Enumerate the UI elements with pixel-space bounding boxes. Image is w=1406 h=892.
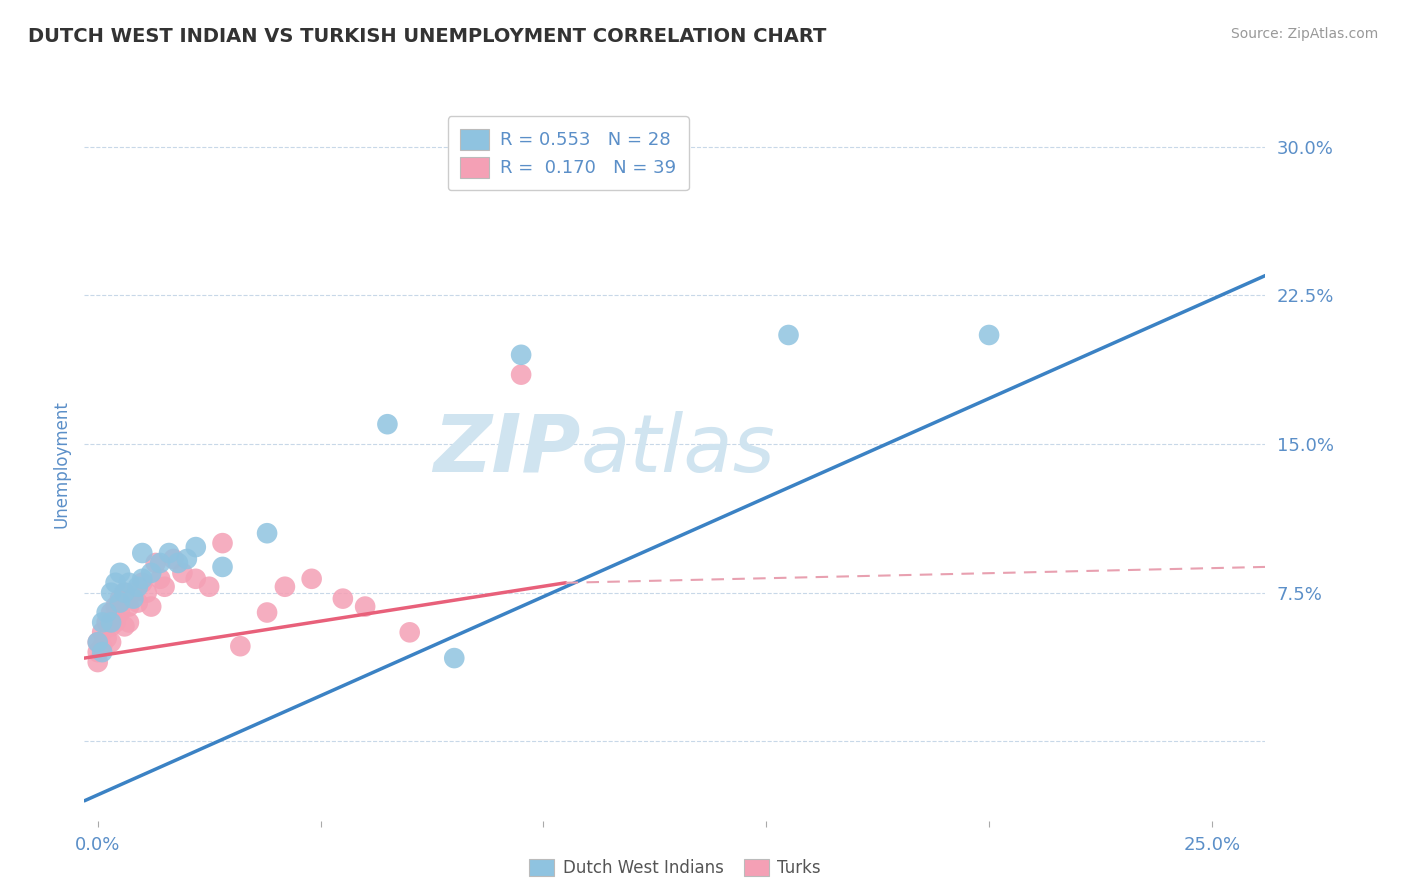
Point <box>87 635 110 649</box>
Point <box>108 566 131 580</box>
Point <box>149 572 172 586</box>
Point <box>118 615 141 630</box>
Point <box>104 599 127 614</box>
Point <box>100 606 122 620</box>
Point <box>162 552 184 566</box>
Point <box>398 625 420 640</box>
Point <box>108 606 131 620</box>
Point <box>114 585 136 599</box>
Point <box>141 599 163 614</box>
Point <box>443 651 465 665</box>
Point <box>91 645 114 659</box>
Point <box>256 606 278 620</box>
Point <box>354 599 377 614</box>
Point <box>131 546 153 560</box>
Point <box>96 632 118 646</box>
Point <box>176 552 198 566</box>
Point <box>100 585 122 599</box>
Point <box>198 580 221 594</box>
Point <box>104 575 127 590</box>
Point <box>332 591 354 606</box>
Point <box>778 328 800 343</box>
Point <box>91 615 114 630</box>
Point <box>91 639 114 653</box>
Point <box>122 591 145 606</box>
Point <box>135 585 157 599</box>
Text: DUTCH WEST INDIAN VS TURKISH UNEMPLOYMENT CORRELATION CHART: DUTCH WEST INDIAN VS TURKISH UNEMPLOYMEN… <box>28 27 827 45</box>
Text: 0.0%: 0.0% <box>75 837 121 855</box>
Legend: Dutch West Indians, Turks: Dutch West Indians, Turks <box>523 852 827 884</box>
Point <box>184 540 207 554</box>
Point <box>167 556 190 570</box>
Text: ZIP: ZIP <box>433 410 581 489</box>
Point <box>96 615 118 630</box>
Point <box>153 580 176 594</box>
Point <box>104 615 127 630</box>
Point <box>301 572 323 586</box>
Point <box>145 556 167 570</box>
Point <box>510 368 533 382</box>
Point <box>211 560 233 574</box>
Point <box>510 348 533 362</box>
Point <box>122 585 145 599</box>
Point <box>131 572 153 586</box>
Text: atlas: atlas <box>581 410 775 489</box>
Point <box>114 619 136 633</box>
Point <box>274 580 297 594</box>
Point <box>377 417 399 432</box>
Point <box>87 635 110 649</box>
Point <box>114 585 136 599</box>
Point <box>211 536 233 550</box>
Point <box>127 596 149 610</box>
Text: 25.0%: 25.0% <box>1184 837 1240 855</box>
Point <box>118 575 141 590</box>
Point <box>96 606 118 620</box>
Y-axis label: Unemployment: Unemployment <box>52 400 70 528</box>
Point <box>100 635 122 649</box>
Point <box>87 655 110 669</box>
Point <box>91 625 114 640</box>
Point <box>141 566 163 580</box>
Point <box>256 526 278 541</box>
Point <box>100 619 122 633</box>
Point <box>131 575 153 590</box>
Point <box>157 546 180 560</box>
Point <box>108 591 131 606</box>
Point <box>229 639 252 653</box>
Point <box>118 599 141 614</box>
Point <box>108 596 131 610</box>
Point <box>149 556 172 570</box>
Point <box>172 566 194 580</box>
Point <box>184 572 207 586</box>
Point <box>977 328 1000 343</box>
Point <box>87 645 110 659</box>
Point <box>100 615 122 630</box>
Text: Source: ZipAtlas.com: Source: ZipAtlas.com <box>1230 27 1378 41</box>
Point <box>127 580 149 594</box>
